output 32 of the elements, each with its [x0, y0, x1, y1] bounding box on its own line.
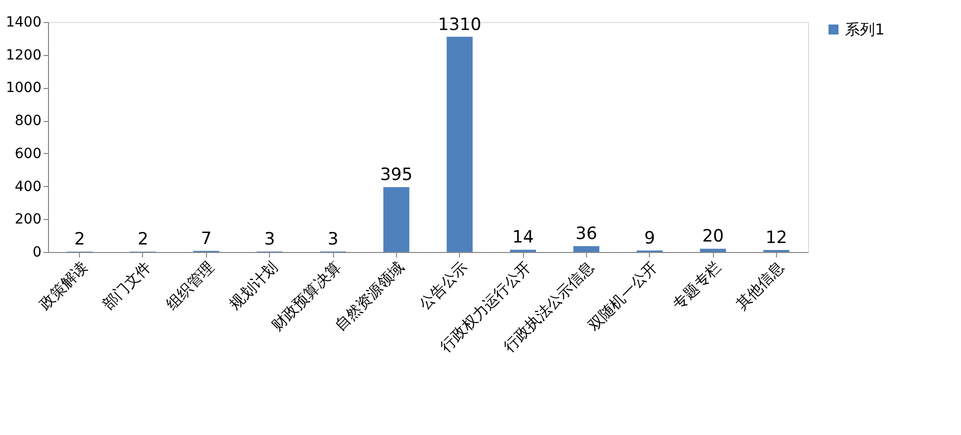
- bar: [446, 36, 473, 252]
- x-tick-label: 规划计划: [226, 258, 281, 314]
- x-tick-label: 政策解读: [36, 258, 91, 314]
- y-tick-label: 200: [14, 212, 42, 228]
- data-label: 9: [644, 228, 656, 249]
- data-label: 12: [766, 228, 788, 248]
- y-tick-label: 0: [32, 244, 42, 260]
- data-label: 14: [512, 228, 534, 248]
- data-label: 20: [702, 226, 724, 247]
- data-label: 3: [328, 230, 338, 250]
- x-tick-label: 其他信息: [732, 258, 788, 314]
- y-tick-label: 1200: [6, 47, 42, 64]
- bar: [573, 246, 600, 252]
- x-tick-label: 部门文件: [99, 258, 154, 314]
- bar: [700, 248, 726, 252]
- x-tick-label: 组织管理: [162, 258, 218, 314]
- y-tick-label: 800: [14, 113, 42, 130]
- data-label: 1310: [438, 14, 482, 35]
- data-label: 2: [74, 230, 86, 250]
- bar: [383, 187, 410, 252]
- x-tick-label: 专题专栏: [669, 258, 724, 314]
- y-tick-label: 1400: [6, 14, 42, 30]
- y-tick-label: 1000: [6, 80, 42, 96]
- data-label: 395: [380, 165, 413, 186]
- data-label: 36: [576, 224, 598, 244]
- data-label: 7: [200, 228, 212, 249]
- data-label: 2: [138, 230, 148, 250]
- legend-label: 系列1: [845, 20, 885, 38]
- data-label: 3: [264, 230, 276, 250]
- x-tick-label: 公告公示: [416, 258, 471, 314]
- y-tick-label: 400: [14, 178, 42, 195]
- y-tick-label: 600: [14, 146, 42, 162]
